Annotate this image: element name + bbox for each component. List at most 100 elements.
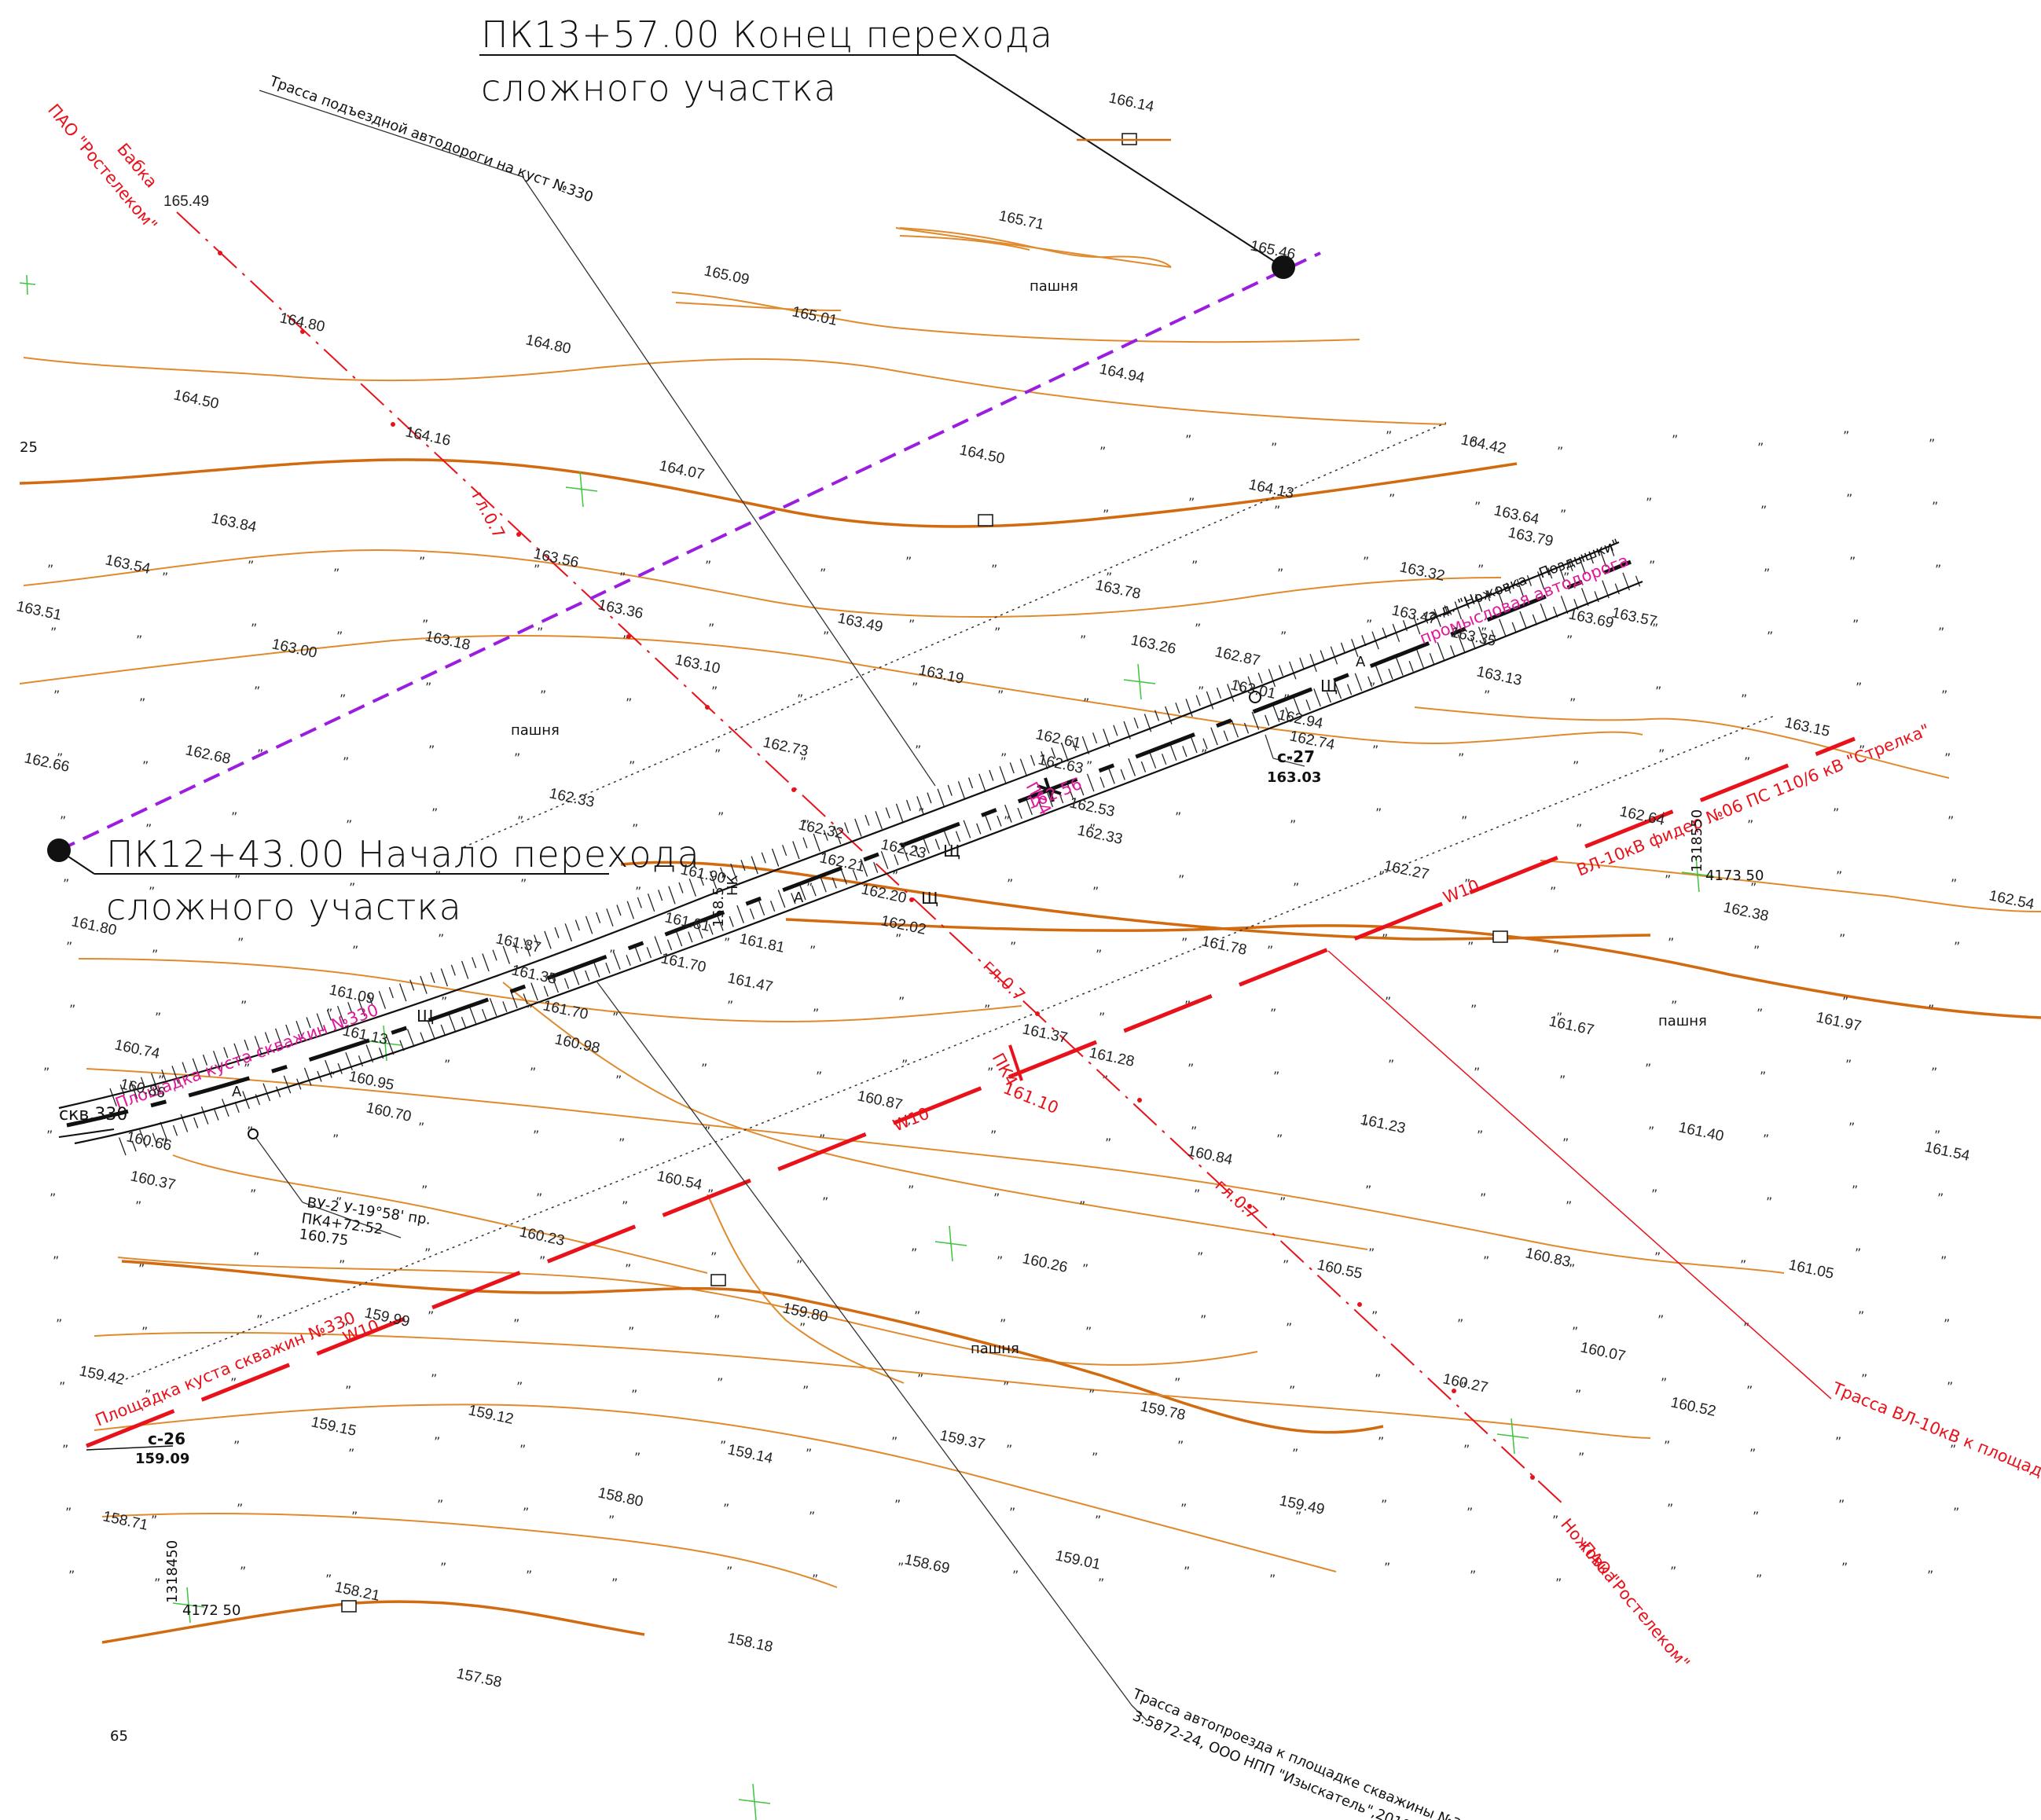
slope-tick [1037, 800, 1044, 812]
grass-mark: ” [428, 1308, 434, 1323]
grass-mark: ” [1756, 1572, 1762, 1587]
slope-tick [118, 1137, 127, 1156]
grass-mark: ” [1464, 876, 1470, 891]
grass-mark: ” [809, 1509, 815, 1524]
grass-mark: ” [1852, 1183, 1858, 1198]
grass-mark: ” [1767, 629, 1773, 644]
grass-mark: ” [917, 1371, 923, 1386]
slope-tick [1133, 717, 1139, 729]
grass-mark: ” [1845, 1057, 1852, 1072]
grass-mark: ” [1848, 1120, 1855, 1135]
grass-mark: ” [1929, 436, 1935, 451]
grass-mark: ” [701, 1061, 707, 1076]
elevation-label: 161.54 [1923, 1139, 1972, 1165]
grass-mark: ” [56, 1316, 62, 1331]
slope-tick [502, 945, 511, 964]
grass-mark: ” [233, 1438, 240, 1453]
grass-mark: ” [619, 1136, 625, 1150]
grass-mark: ” [918, 805, 924, 820]
hk-label: НК [725, 875, 741, 896]
grass-mark: ” [418, 1120, 424, 1135]
slope-tick [1354, 673, 1363, 692]
slope-tick [875, 811, 883, 830]
grass-mark: ” [145, 821, 152, 836]
slope-tick [666, 939, 673, 951]
grass-mark: ” [797, 692, 803, 706]
grass-mark: ” [1095, 1513, 1101, 1528]
grass-mark: ” [1938, 625, 1944, 640]
grass-mark: ” [634, 1450, 641, 1465]
slope-tick [880, 850, 889, 869]
slope-tick [152, 1132, 157, 1144]
shch-4: Щ [921, 889, 938, 908]
c26-elev: 159.09 [135, 1451, 189, 1467]
elevation-label: 163.54 [104, 552, 152, 578]
grass-mark: ” [1569, 1261, 1575, 1276]
grass-marks: ” ” ” ” ” ” ” ” ” ” ” ” ” ” ” ” ” ” ” ” ” ” ” ” ” ” ” ” ” ” ” ” ” ” ” ” ” ” ” ”… [43, 428, 1960, 1591]
grass-mark: ” [1849, 554, 1856, 569]
edge-65: 65 [110, 1728, 128, 1745]
grass-mark: ” [1670, 1564, 1676, 1579]
elevation-label: 161.97 [1815, 1009, 1863, 1035]
grass-mark: ” [1646, 495, 1652, 510]
slope-tick [1330, 646, 1338, 665]
grass-mark: ” [615, 1073, 622, 1088]
grass-mark: ” [533, 1128, 539, 1143]
grass-mark: ” [1086, 758, 1092, 773]
slope-tick [1610, 545, 1615, 556]
slope-tick [1086, 773, 1095, 792]
grass-mark: ” [158, 1073, 164, 1088]
grass-mark: ” [348, 1446, 354, 1461]
title-leaders [58, 54, 1284, 875]
grass-mark: ” [1378, 868, 1385, 883]
grass-mark: ” [1283, 1257, 1289, 1272]
grass-mark: ” [1757, 440, 1764, 455]
grass-mark: ” [435, 868, 441, 883]
slope-tick [894, 854, 899, 866]
slope-tick [306, 1017, 311, 1029]
grass-mark: ” [345, 1383, 351, 1398]
slope-tick [813, 833, 820, 852]
elevation-label: 162.66 [23, 750, 71, 776]
grass-mark: ” [1388, 1057, 1394, 1072]
grass-mark: ” [800, 754, 806, 769]
grass-mark: ” [822, 1194, 828, 1209]
slope-tick [606, 908, 614, 927]
grass-mark: ” [1082, 1261, 1088, 1276]
elevation-label: 160.74 [113, 1037, 162, 1062]
grass-mark: ” [718, 809, 724, 824]
slope-tick [626, 901, 635, 919]
grass-mark: ” [343, 754, 349, 769]
grass-mark: ” [1836, 868, 1842, 883]
elevation-label: 165.49 [163, 193, 209, 210]
grass-mark: ” [1841, 1560, 1848, 1575]
dotted-boundaries [125, 422, 1777, 1380]
grass-mark: ” [612, 1010, 619, 1025]
grass-mark: ” [1481, 625, 1487, 640]
grass-mark: ” [894, 1497, 901, 1512]
elevation-label: 161.81 [738, 930, 786, 956]
slope-tick [1120, 769, 1125, 780]
slope-tick [171, 1066, 179, 1084]
slope-tick [378, 990, 387, 1009]
grass-mark: ” [424, 1246, 431, 1260]
grass-mark: ” [1757, 1006, 1763, 1021]
grass-mark: ” [625, 1261, 631, 1276]
elevation-label: 165.46 [1249, 237, 1297, 263]
slope-tick [275, 1086, 281, 1098]
slope-tick [833, 826, 842, 845]
grass-mark: ” [619, 570, 626, 585]
grass-mark: ” [151, 1513, 157, 1528]
end-title-1: ПК13+57.00 Конец перехода [481, 13, 1053, 56]
elevation-label: 160.66 [125, 1128, 173, 1154]
slope-tick [585, 970, 590, 982]
slope-tick [1206, 691, 1214, 710]
grass-mark: ” [1467, 939, 1474, 954]
shch-3: Щ [1320, 677, 1338, 695]
grass-mark: ” [1271, 440, 1277, 455]
arable-4: пашня [971, 1341, 1019, 1357]
grass-mark: ” [1562, 1136, 1569, 1150]
grass-mark: ” [1467, 1505, 1473, 1520]
grass-mark: ” [1083, 695, 1089, 710]
grass-mark: ” [346, 817, 352, 832]
